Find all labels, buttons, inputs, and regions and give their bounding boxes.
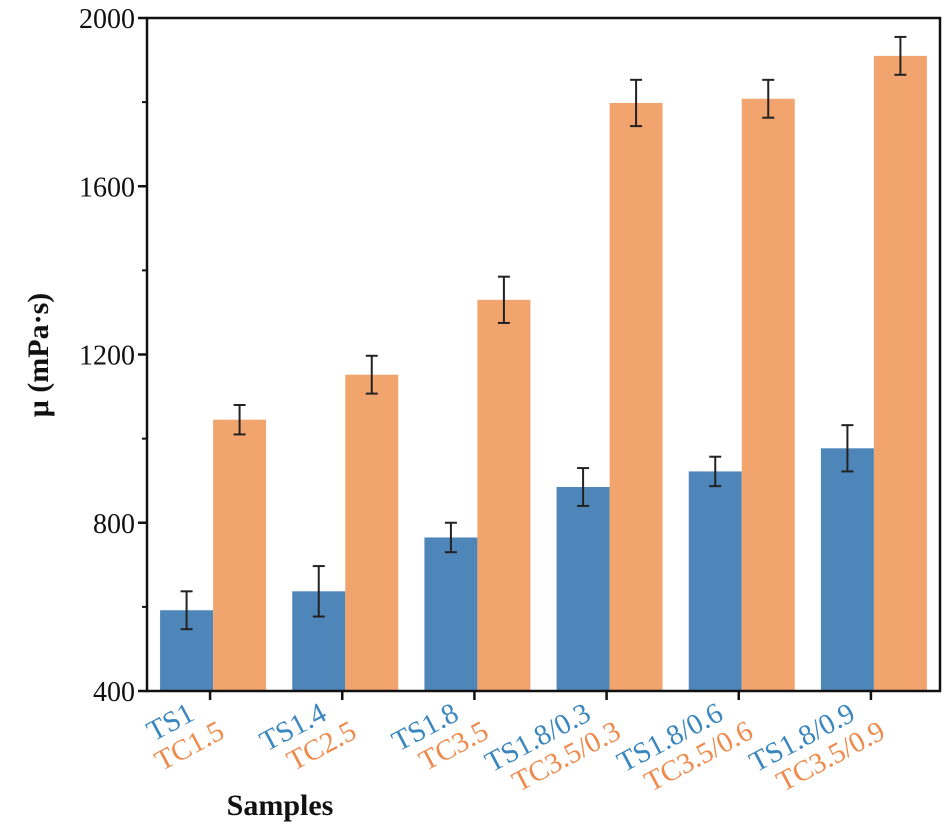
bar-series2-3: [609, 102, 663, 691]
y-tick-label-1: 800: [93, 509, 135, 540]
y-tick-label-2: 1200: [79, 341, 135, 372]
bars-layer: [160, 55, 927, 691]
bar-series2-4: [741, 98, 795, 691]
bar-series1-2: [424, 537, 478, 691]
bar-series2-0: [213, 419, 267, 691]
y-tick-label-3: 1600: [79, 172, 135, 203]
x-axis-title: Samples: [227, 789, 334, 822]
bar-series1-4: [688, 471, 742, 691]
bar-series1-5: [820, 448, 874, 691]
y-ticks-layer: 400 800 1200 1600 2000: [79, 4, 147, 708]
bar-series2-2: [477, 299, 531, 691]
bar-series2-5: [873, 55, 927, 691]
error-bars-layer: [180, 35, 907, 631]
bar-series2-1: [345, 374, 399, 691]
y-axis-title: μ (mPa·s): [22, 293, 55, 417]
bar-series1-3: [556, 486, 610, 691]
y-tick-label-4: 2000: [79, 4, 135, 35]
y-tick-label-0: 400: [93, 677, 135, 708]
